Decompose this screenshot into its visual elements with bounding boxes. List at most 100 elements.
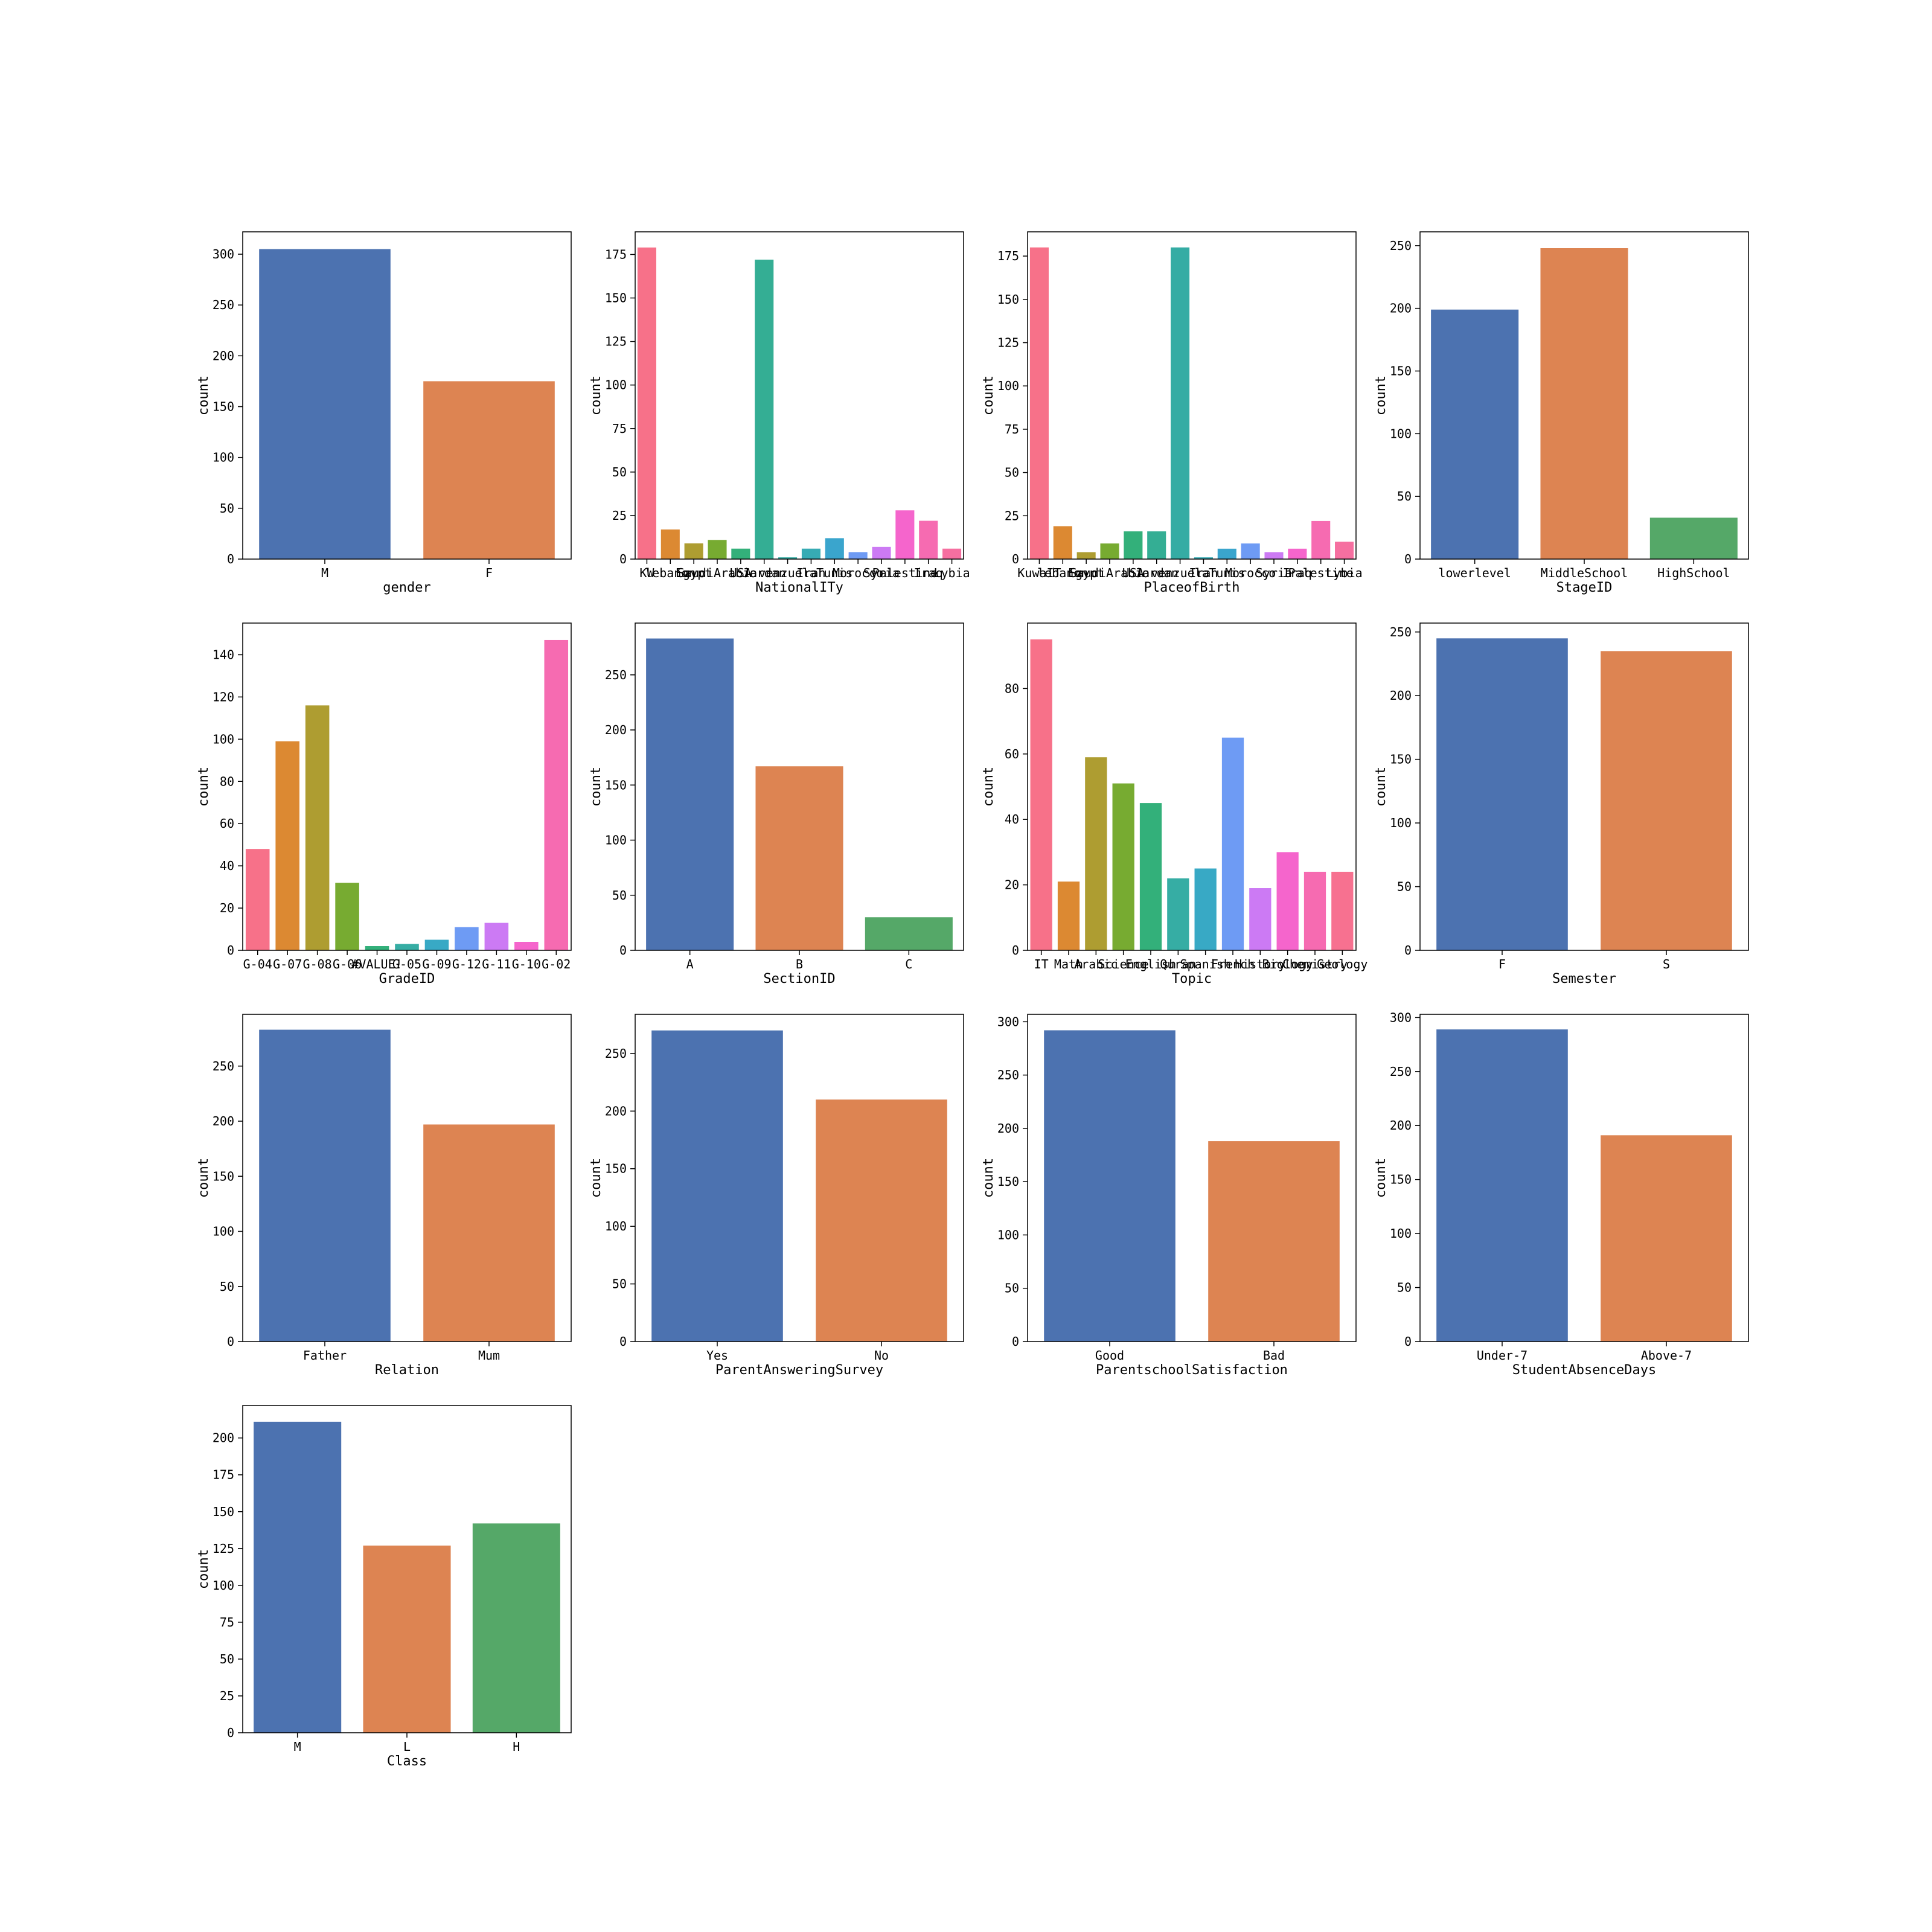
y-tick-label: 0 <box>1012 1334 1019 1349</box>
y-tick-label: 60 <box>220 816 234 831</box>
x-tick-label: C <box>905 957 912 971</box>
y-tick-label: 100 <box>1390 1226 1412 1241</box>
bar-Above-7 <box>1601 1135 1732 1342</box>
x-axis-label: gender <box>383 580 430 595</box>
y-tick-label: 150 <box>605 1162 627 1176</box>
bar-Chemistry <box>1303 871 1326 950</box>
bar-H <box>472 1523 560 1733</box>
y-tick-label: 150 <box>213 1169 234 1183</box>
bar-Syria <box>1264 552 1284 559</box>
axes-frame <box>242 231 572 560</box>
x-tick-label: Morocco <box>1225 566 1276 580</box>
y-tick-label: 50 <box>612 888 627 903</box>
bar-No <box>816 1099 947 1342</box>
y-tick-label: 250 <box>1390 1064 1412 1079</box>
bar-IT <box>1030 639 1052 950</box>
bar-Good <box>1044 1030 1176 1342</box>
y-tick-label: 40 <box>1005 812 1019 827</box>
y-tick-label: 0 <box>619 943 627 958</box>
bar-Tunis <box>1217 548 1236 559</box>
x-tick-label: Science <box>1098 957 1149 971</box>
bar-French <box>1221 737 1244 950</box>
x-tick-label: lebanon <box>1037 566 1088 580</box>
x-tick-label: Arabic <box>1074 957 1118 971</box>
bar-Iraq <box>919 520 938 559</box>
x-axis-label: Relation <box>375 1363 439 1378</box>
x-axis-label: NationalITy <box>755 580 843 595</box>
axes-frame <box>1027 231 1357 560</box>
x-tick-label: KW <box>639 566 654 580</box>
x-tick-label: G-06 <box>333 957 362 971</box>
y-tick-label: 0 <box>619 552 627 566</box>
subplot-ParentschoolSatisfaction: 0 50 100 150 200 250 300 Good BadParentschoolSat… <box>981 1014 1357 1378</box>
bar-Father <box>259 1029 391 1342</box>
y-tick-label: 100 <box>213 1578 234 1593</box>
bar-Syria <box>872 546 891 559</box>
x-tick-label: Tunis <box>816 566 852 580</box>
x-tick-label: Syria <box>863 566 900 580</box>
y-tick-label: 200 <box>213 1114 234 1128</box>
subplot-NationalITy: 0 25 50 75 100 125 150 175 KWlebanonEgyptSaudiAr… <box>589 231 970 595</box>
bar-G-10 <box>514 942 539 950</box>
y-tick-label: 100 <box>1390 426 1412 441</box>
y-tick-label: 0 <box>1404 1334 1412 1349</box>
y-tick-label: 120 <box>213 689 234 704</box>
y-tick-label: 50 <box>1005 1281 1019 1296</box>
y-tick-label: 250 <box>1390 625 1412 639</box>
y-tick-label: 150 <box>1390 752 1412 767</box>
x-tick-label: G-11 <box>482 957 511 971</box>
x-tick-label: No <box>874 1348 889 1363</box>
bar-G-07 <box>275 741 299 950</box>
bar-SaudiArabia <box>1100 543 1119 559</box>
bar-Bad <box>1208 1141 1340 1342</box>
bar-A <box>646 638 734 950</box>
y-tick-label: 100 <box>605 833 627 848</box>
x-tick-label: MiddleSchool <box>1541 566 1628 580</box>
bar-G-05 <box>395 944 419 950</box>
y-tick-label: 150 <box>213 400 234 414</box>
x-axis-label: Class <box>387 1754 427 1769</box>
x-tick-label: Jordan <box>743 566 786 580</box>
axes-frame <box>1419 1014 1749 1342</box>
x-tick-label: H <box>513 1739 520 1754</box>
bar-Spanish <box>1194 868 1217 950</box>
y-tick-label: 150 <box>605 291 627 305</box>
y-tick-label: 80 <box>220 774 234 788</box>
x-tick-label: Iran <box>796 566 825 580</box>
subplot-PlaceofBirth: 0 25 50 75 100 125 150 175 KuwaITlebanonEgyptSau… <box>981 231 1363 595</box>
bar-English <box>1139 803 1162 950</box>
y-tick-label: 25 <box>612 508 627 523</box>
x-tick-label: Math <box>1054 957 1083 971</box>
y-tick-label: 150 <box>1390 1172 1412 1187</box>
y-tick-label: 75 <box>612 421 627 436</box>
bar-KW <box>637 247 656 559</box>
y-tick-label: 175 <box>605 247 627 261</box>
axes-frame <box>1027 1014 1357 1342</box>
y-tick-label: 175 <box>997 249 1019 263</box>
y-tick-label: 100 <box>1390 816 1412 830</box>
axes-frame <box>635 1014 964 1342</box>
bar-#VALUE! <box>365 946 389 950</box>
bar-G-02 <box>544 639 569 950</box>
y-tick-label: 100 <box>213 450 234 465</box>
bar-G-11 <box>484 923 509 950</box>
bar-MiddleSchool <box>1540 248 1628 559</box>
x-tick-label: KuwaIT <box>1017 566 1061 580</box>
y-tick-label: 100 <box>605 378 627 392</box>
x-tick-label: F <box>485 566 493 580</box>
y-axis-label: count <box>589 376 604 415</box>
subplot-StudentAbsenceDays: 0 50 100 150 200 250 300 Under-7 Above-7StudentA… <box>1374 1010 1749 1378</box>
bar-SaudiArabia <box>708 540 727 559</box>
y-axis-label: count <box>196 376 211 415</box>
y-tick-label: 300 <box>1390 1010 1412 1025</box>
y-tick-label: 200 <box>213 1431 234 1445</box>
y-tick-label: 150 <box>997 292 1019 307</box>
bar-F <box>423 381 555 559</box>
bar-Morocco <box>848 552 868 559</box>
bar-lowerlevel <box>1431 309 1519 559</box>
bar-Egypt <box>684 543 703 559</box>
bar-S <box>1601 651 1732 950</box>
y-tick-label: 100 <box>213 1224 234 1239</box>
x-tick-label: lebanon <box>645 566 696 580</box>
